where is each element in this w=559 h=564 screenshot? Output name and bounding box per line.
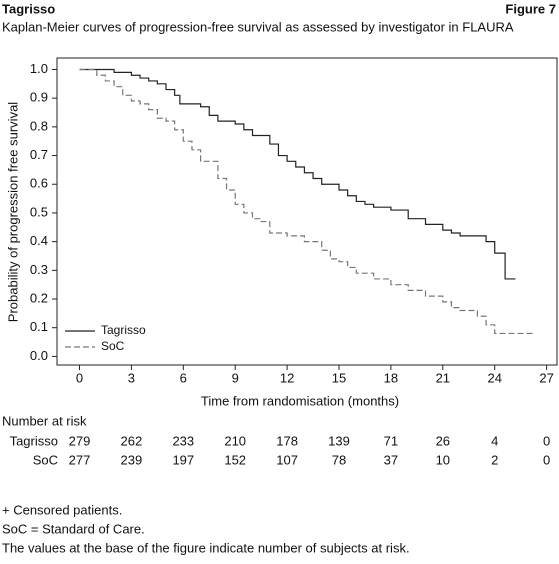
risk-value: 197 — [172, 452, 194, 467]
risk-value: 26 — [436, 433, 450, 448]
risk-value: 277 — [69, 452, 91, 467]
x-tick-label: 18 — [384, 370, 398, 385]
y-tick-label: 0.1 — [30, 319, 48, 334]
y-tick-label: 0.6 — [30, 176, 48, 191]
risk-value: 233 — [172, 433, 194, 448]
x-tick-label: 24 — [487, 370, 501, 385]
risk-value: 4 — [491, 433, 498, 448]
x-tick-label: 27 — [539, 370, 553, 385]
y-tick-label: 1.0 — [30, 61, 48, 76]
x-tick-label: 6 — [180, 370, 187, 385]
risk-value: 262 — [121, 433, 143, 448]
footnote: + Censored patients. — [2, 502, 122, 517]
risk-row-name: SoC — [33, 452, 58, 467]
x-tick-label: 12 — [280, 370, 294, 385]
risk-value: 10 — [436, 452, 450, 467]
risk-row-name: Tagrisso — [10, 433, 58, 448]
risk-value: 71 — [384, 433, 398, 448]
risk-value: 107 — [276, 452, 298, 467]
x-tick-label: 3 — [128, 370, 135, 385]
risk-value: 279 — [69, 433, 91, 448]
x-tick-label: 0 — [76, 370, 83, 385]
risk-table-title: Number at risk — [2, 413, 87, 428]
y-tick-label: 0.0 — [30, 348, 48, 363]
x-tick-label: 9 — [232, 370, 239, 385]
survival-curve — [79, 68, 533, 335]
y-tick-label: 0.5 — [30, 204, 48, 219]
legend-label: SoC — [101, 339, 125, 353]
x-tick-label: 15 — [332, 370, 346, 385]
y-tick-label: 0.9 — [30, 90, 48, 105]
footnote: SoC = Standard of Care. — [2, 521, 145, 536]
y-tick-label: 0.8 — [30, 118, 48, 133]
y-tick-label: 0.7 — [30, 147, 48, 162]
survival-curve — [79, 68, 516, 280]
risk-value: 78 — [332, 452, 346, 467]
risk-value: 0 — [543, 433, 550, 448]
plot-frame — [56, 57, 558, 366]
x-axis-label: Time from randomisation (months) — [201, 393, 399, 408]
y-axis-label: Probability of progression free survival — [5, 102, 20, 322]
risk-value: 139 — [328, 433, 350, 448]
x-tick-label: 21 — [436, 370, 450, 385]
risk-value: 0 — [543, 452, 550, 467]
risk-value: 239 — [121, 452, 143, 467]
risk-value: 178 — [276, 433, 298, 448]
y-tick-label: 0.4 — [30, 233, 48, 248]
risk-value: 2 — [491, 452, 498, 467]
footnote: The values at the base of the figure ind… — [2, 540, 410, 555]
y-tick-label: 0.3 — [30, 262, 48, 277]
risk-value: 210 — [224, 433, 246, 448]
header-title: Tagrisso — [2, 1, 55, 16]
legend-label: Tagrisso — [101, 323, 146, 337]
chart-title: Kaplan-Meier curves of progression-free … — [2, 19, 514, 34]
risk-value: 37 — [384, 452, 398, 467]
risk-value: 152 — [224, 452, 246, 467]
y-tick-label: 0.2 — [30, 290, 48, 305]
figure-number: Figure 7 — [505, 1, 556, 16]
